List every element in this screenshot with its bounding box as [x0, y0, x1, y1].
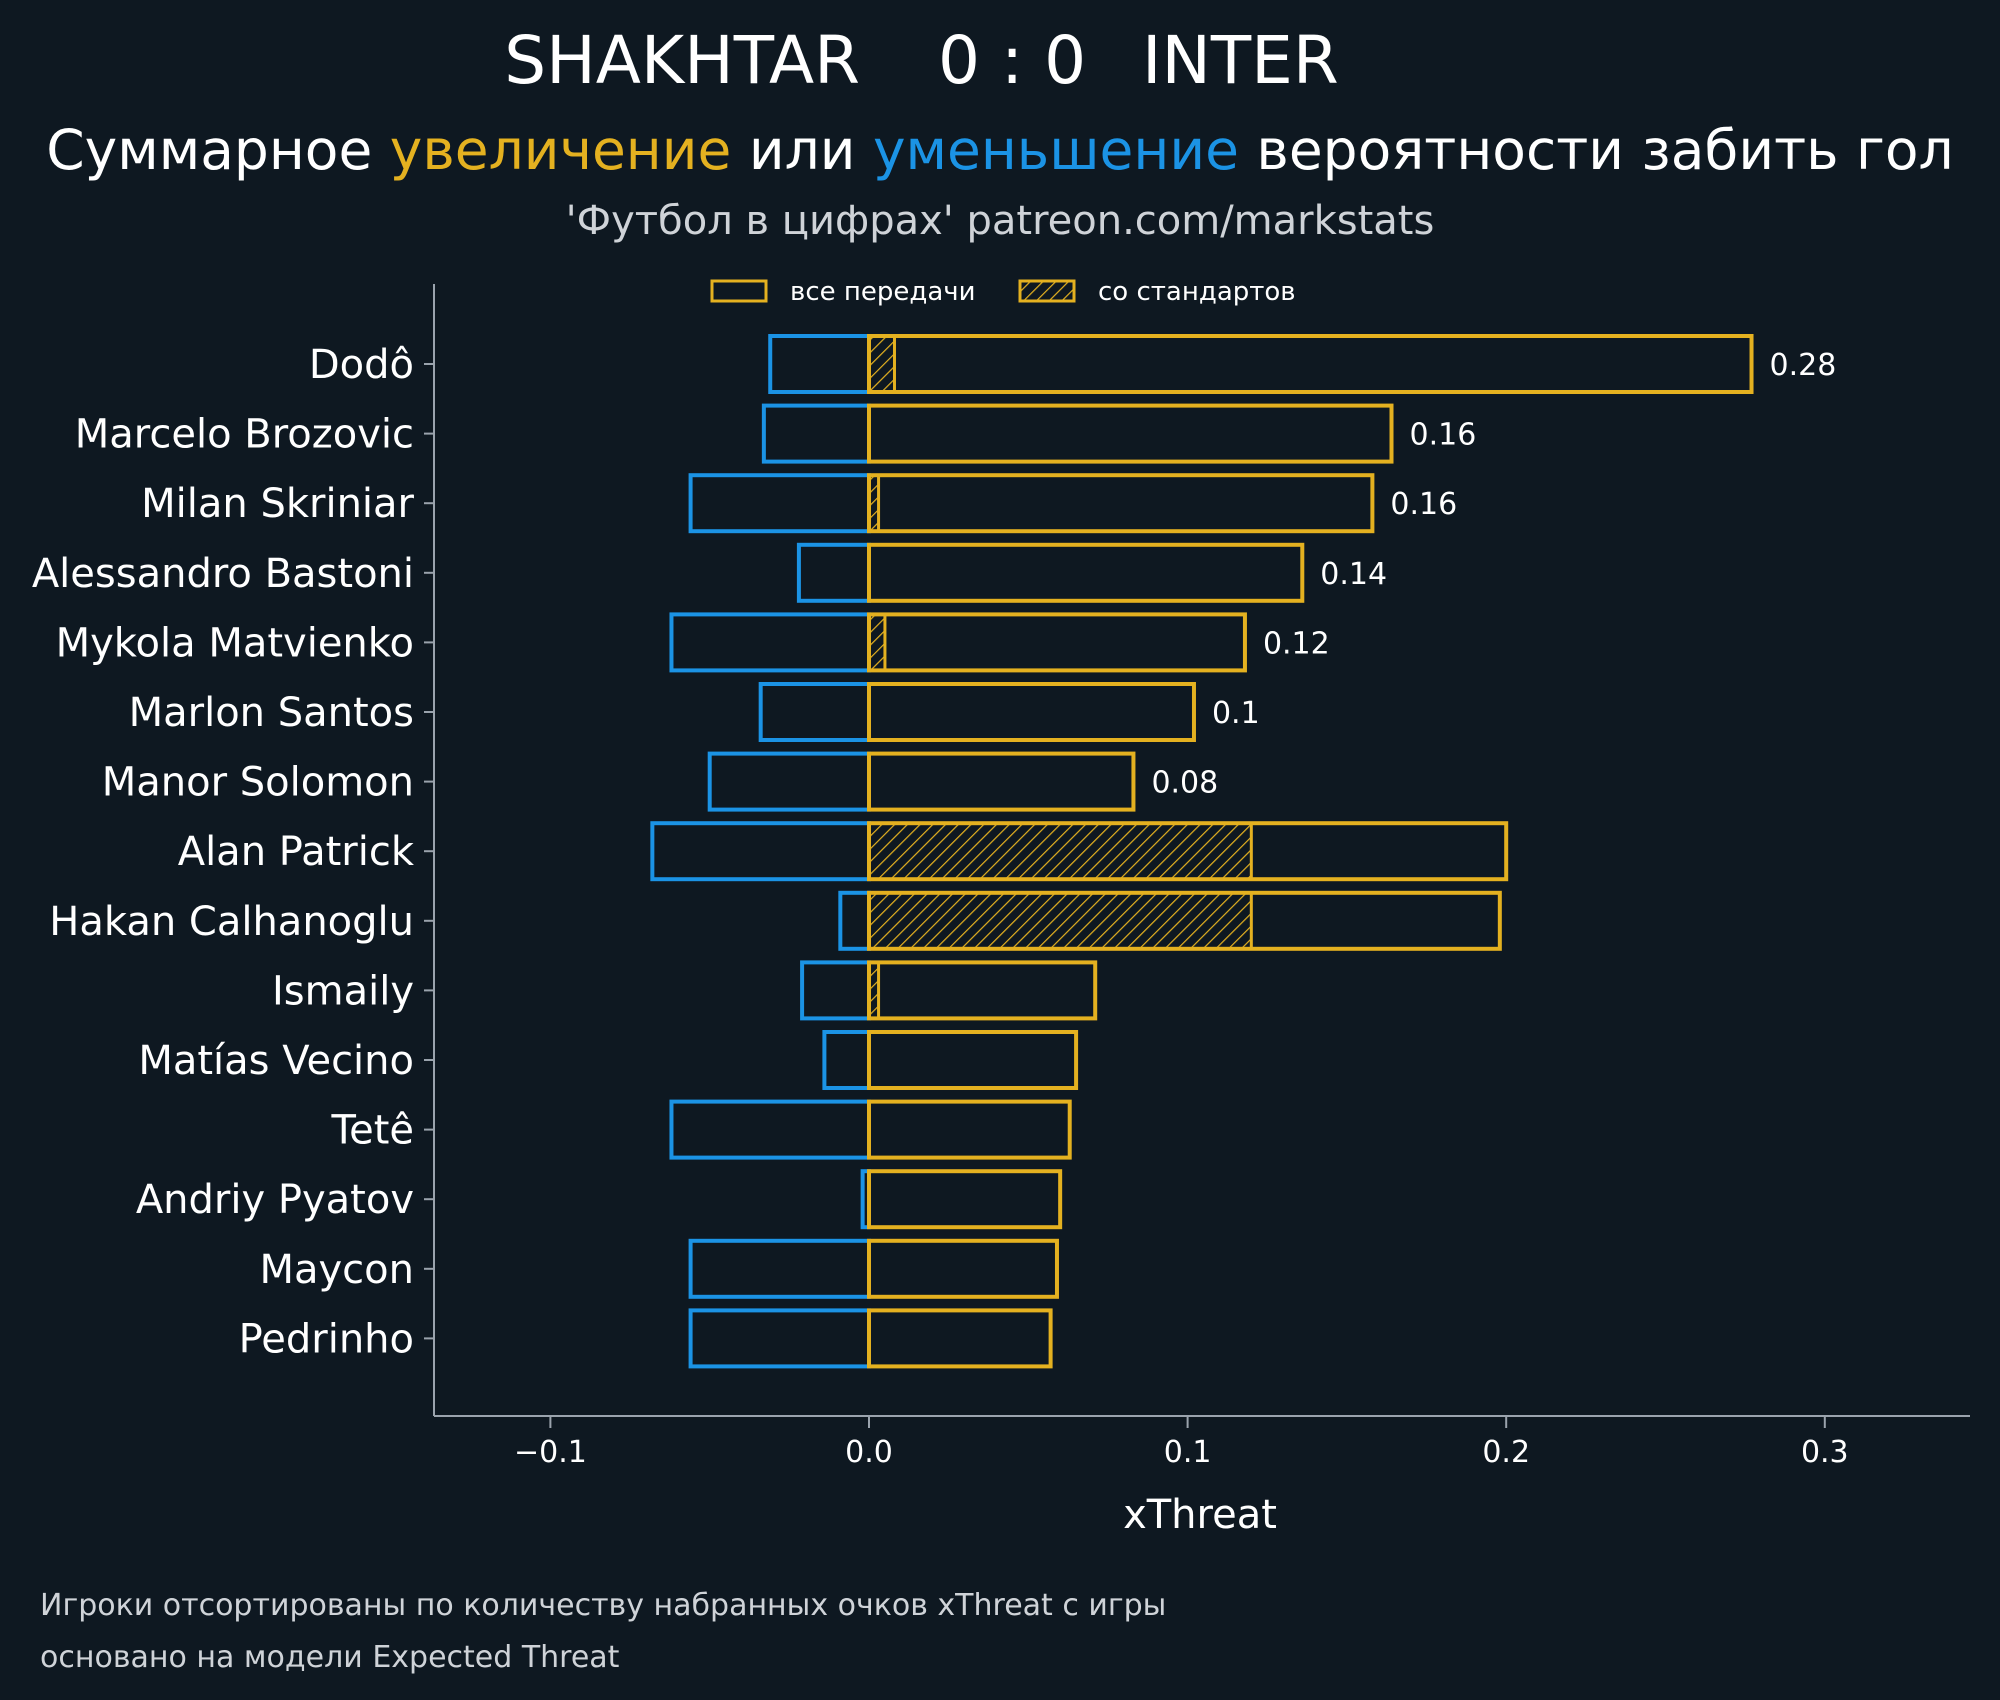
decrease-bar [838, 890, 871, 951]
legend-label-set-pieces: со стандартов [1098, 277, 1296, 307]
decrease-bar [707, 751, 872, 812]
decrease-bar [768, 334, 872, 394]
increase-bar [867, 960, 1098, 1021]
chart-legend: все передачи со стандартов [710, 277, 1296, 307]
decrease-bar [796, 542, 872, 603]
increase-bar [867, 542, 1305, 603]
increase-bar [867, 473, 1375, 534]
value-label: 0.16 [1410, 418, 1477, 453]
legend-swatch-all-passes [710, 279, 768, 303]
increase-bar [867, 751, 1136, 812]
increase-bar [867, 890, 1502, 951]
value-label: 0.28 [1770, 348, 1837, 383]
player-label: Milan Skriniar [141, 481, 414, 527]
increase-bar [867, 334, 1754, 394]
set-piece-bar [867, 821, 1253, 881]
decrease-bar [758, 682, 872, 742]
decrease-bar [822, 1030, 871, 1090]
set-piece-bar [867, 612, 887, 672]
plot-area: −0.1 0.0 0.1 0.2 0.3 xThreat Dodô 0.28 Marcelo B… [32, 284, 1970, 1538]
footnotes: Игроки отсортированы по количеству набра… [40, 1580, 1166, 1684]
match-title: SHAKHTAR 0 : 0 INTER [0, 22, 2000, 102]
player-label: Pedrinho [239, 1316, 414, 1362]
player-label: Dodô [309, 342, 414, 388]
set-piece-bar [867, 334, 896, 394]
decrease-bar [650, 821, 871, 882]
decrease-bar [688, 1308, 871, 1369]
x-tick-label: 0.3 [1801, 1435, 1849, 1470]
footnote-model: основано на модели Expected Threat [40, 1640, 620, 1675]
x-tick-label: 0.0 [845, 1435, 893, 1470]
value-label: 0.08 [1151, 766, 1218, 801]
increase-bar [867, 821, 1509, 882]
decrease-bar [669, 612, 872, 673]
match-score: 0 : 0 [938, 22, 1087, 99]
increase-bar [867, 1169, 1063, 1230]
value-label: 0.14 [1320, 557, 1387, 592]
chart-subtitle: Суммарное увеличение или уменьшение веро… [0, 118, 2000, 182]
player-label: Marlon Santos [129, 690, 414, 736]
decrease-bar [669, 1099, 872, 1160]
player-label: Maycon [259, 1247, 414, 1293]
subtitle-suffix: вероятности забить гол [1238, 118, 1954, 182]
player-label: Alan Patrick [178, 829, 415, 875]
x-axis-title: xThreat [1123, 1492, 1277, 1538]
subtitle-prefix: Суммарное [46, 118, 390, 182]
player-label: Hakan Calhanoglu [49, 899, 414, 945]
player-label: Manor Solomon [102, 760, 414, 806]
player-label: Ismaily [272, 968, 414, 1014]
subtitle-increase-word: увеличение [389, 118, 732, 182]
value-label: 0.16 [1390, 487, 1457, 522]
increase-bar [867, 682, 1196, 742]
x-tick-label: 0.2 [1482, 1435, 1530, 1470]
footnote-sorting: Игроки отсортированы по количеству набра… [40, 1588, 1167, 1623]
chart-header: SHAKHTAR 0 : 0 INTER Суммарное увеличени… [0, 0, 2000, 260]
subtitle-middle: или [731, 118, 873, 182]
player-label: Alessandro Bastoni [32, 551, 414, 597]
player-label: Andriy Pyatov [136, 1177, 414, 1223]
increase-bar [867, 612, 1247, 673]
set-piece-bar [867, 891, 1253, 951]
decrease-bar [800, 960, 871, 1021]
home-team-name: SHAKHTAR [504, 22, 860, 99]
decrease-bar [688, 1238, 871, 1299]
increase-bar [867, 1238, 1059, 1299]
value-label: 0.12 [1263, 626, 1330, 661]
increase-bar [867, 1308, 1053, 1369]
subtitle-decrease-word: уменьшение [872, 118, 1239, 182]
increase-bar [867, 1099, 1072, 1160]
source-credit: 'Футбол в цифрах' patreon.com/markstats [565, 198, 1435, 244]
value-label: 0.1 [1212, 696, 1260, 731]
player-label: Tetê [330, 1108, 414, 1154]
player-label: Mykola Matvienko [56, 620, 414, 666]
decrease-bar [688, 473, 871, 534]
x-tick-label: −0.1 [514, 1435, 587, 1470]
increase-bar [867, 1030, 1079, 1090]
player-label: Marcelo Brozovic [75, 412, 414, 458]
decrease-bar [761, 403, 871, 464]
increase-bar [867, 403, 1394, 464]
legend-label-all-passes: все передачи [790, 277, 976, 307]
x-tick-label: 0.1 [1164, 1435, 1212, 1470]
legend-swatch-set-pieces [1018, 279, 1076, 303]
away-team-name: INTER [1142, 22, 1339, 99]
player-label: Matías Vecino [138, 1038, 414, 1084]
